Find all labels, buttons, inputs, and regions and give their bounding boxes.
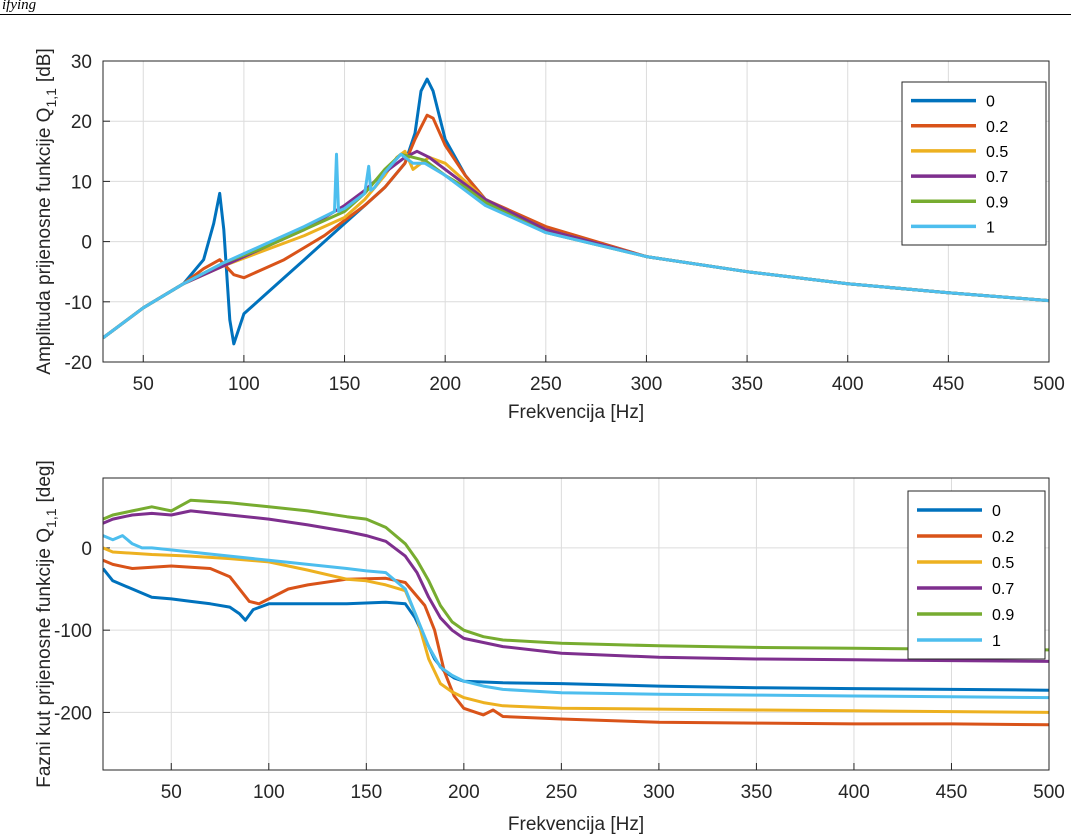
x-axis-label: Frekvencija [Hz] xyxy=(508,402,644,423)
legend-entry-0: 0 xyxy=(992,503,1001,520)
x-tick-label: 350 xyxy=(731,374,763,395)
x-tick-label: 50 xyxy=(161,782,182,803)
y-tick-label: -20 xyxy=(65,353,92,374)
y-axis-label-subscript: 1,1 xyxy=(43,88,59,108)
series-line-0 xyxy=(103,567,1049,692)
legend-entry-0: 0 xyxy=(986,94,995,111)
y-tick-label: 20 xyxy=(71,112,92,133)
y-axis-label-subscript: 1,1 xyxy=(43,508,59,528)
y-tick-label: 30 xyxy=(71,52,92,73)
x-tick-label: 200 xyxy=(448,782,480,803)
y-axis-label-unit: [deg] xyxy=(34,460,55,502)
x-tick-label: 100 xyxy=(253,782,285,803)
chart-panel-1: 50 100 150 200 250 300 350 400 450 500-20-1001020… xyxy=(34,48,1065,423)
x-tick-label: 500 xyxy=(1033,374,1065,395)
series-line-5 xyxy=(103,534,1049,700)
legend-entry-5: 1 xyxy=(992,633,1001,650)
x-tick-label: 400 xyxy=(832,374,864,395)
series-line-2 xyxy=(103,546,1049,714)
x-tick-label: 100 xyxy=(228,374,260,395)
y-axis-label: Fazni kut prijenosne funkcije Q1,1 [deg] xyxy=(34,460,59,788)
legend: 0 0.2 0.5 0.7 0.9 1 xyxy=(907,490,1046,660)
legend-entry-2: 0.5 xyxy=(992,555,1014,572)
legend-box xyxy=(907,490,1046,660)
x-tick-label: 500 xyxy=(1033,782,1065,803)
legend-entry-2: 0.5 xyxy=(986,144,1008,161)
series-line-4 xyxy=(103,498,1049,652)
series-line-5 xyxy=(103,152,1049,340)
x-tick-label: 350 xyxy=(741,782,773,803)
series-line-1 xyxy=(103,558,1049,727)
x-tick-label: 300 xyxy=(631,374,663,395)
y-axis-label-main: Fazni kut prijenosne funkcije Q xyxy=(34,528,55,788)
series-group xyxy=(103,77,1049,346)
chart-panel-2: 50 100 150 200 250 300 350 400 450 500 -200 -100 0 Fr… xyxy=(34,460,1065,835)
y-axis-label: Amplituda prijenosne funkcije Q1,1 [dB] xyxy=(34,48,59,374)
x-tick-label: 150 xyxy=(329,374,361,395)
x-axis-label: Frekvencija [Hz] xyxy=(508,814,644,835)
x-tick-label: 400 xyxy=(838,782,870,803)
x-tick-label: 50 xyxy=(133,374,154,395)
y-axis-label-main: Amplituda prijenosne funkcije Q xyxy=(34,108,55,375)
x-tick-label: 200 xyxy=(429,374,461,395)
y-tick-label: -200 xyxy=(54,703,92,724)
legend-entry-4: 0.9 xyxy=(992,607,1014,624)
x-tick-label: 450 xyxy=(936,782,968,803)
legend-entry-1: 0.2 xyxy=(986,119,1008,136)
page-header-fragment: ifying xyxy=(2,0,37,13)
x-tick-label: 300 xyxy=(643,782,675,803)
legend-entry-1: 0.2 xyxy=(992,529,1014,546)
legend: 0 0.2 0.5 0.7 0.9 1 xyxy=(901,81,1047,246)
plot-area xyxy=(103,61,1049,362)
page-header-rule xyxy=(0,14,1071,15)
axes-frame xyxy=(102,477,1050,771)
plot-area xyxy=(103,478,1049,770)
y-axis-label-unit: [dB] xyxy=(34,48,55,82)
y-tick-label: 0 xyxy=(81,539,92,560)
legend-entry-3: 0.7 xyxy=(992,581,1014,598)
series-group xyxy=(103,498,1049,727)
legend-entry-5: 1 xyxy=(986,219,995,236)
series-line-3 xyxy=(103,509,1049,663)
x-tick-label: 150 xyxy=(350,782,382,803)
x-tick-label: 250 xyxy=(546,782,578,803)
x-tick-label: 450 xyxy=(933,374,965,395)
x-tick-label: 250 xyxy=(530,374,562,395)
axes-frame xyxy=(102,60,1050,363)
y-tick-label: -10 xyxy=(65,293,92,314)
legend-box xyxy=(901,81,1047,246)
legend-entry-4: 0.9 xyxy=(986,194,1008,211)
y-tick-label: -100 xyxy=(54,621,92,642)
y-tick-label: 0 xyxy=(81,233,92,254)
legend-entry-3: 0.7 xyxy=(986,169,1008,186)
y-tick-label: 10 xyxy=(71,172,92,193)
